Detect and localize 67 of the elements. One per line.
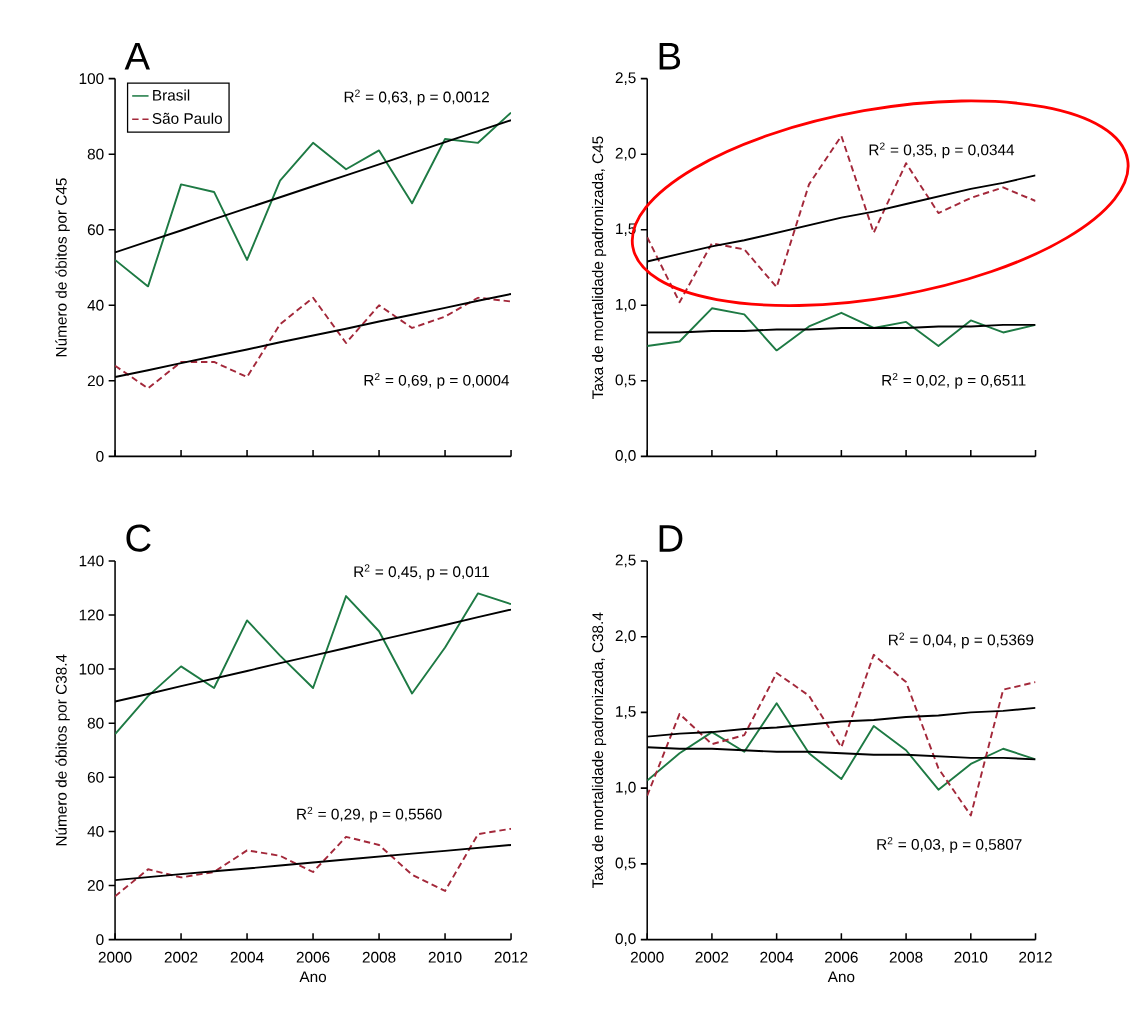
y-axis-title: Número de óbitos por C38.4 [55, 654, 70, 846]
line-series [115, 827, 512, 898]
legend-label: Brasil [153, 89, 190, 101]
y-tick-label: 1,5 [616, 705, 636, 719]
x-tick-label: 2008 [362, 951, 396, 963]
y-tick-label: 100 [79, 663, 104, 675]
y-tick-label: 20 [87, 879, 104, 891]
y-tick-label: 100 [79, 72, 104, 84]
annotation: R$^{2}$ = 0,45, p = 0,011 [354, 564, 489, 580]
chart-title: C [126, 524, 151, 552]
x-tick-label: 2012 [1019, 951, 1052, 963]
y-tick-label: 0 [96, 450, 104, 462]
annotation: R$^{2}$ = 0,03, p = 0,5807 [877, 836, 1022, 853]
y-tick-label: 2,5 [615, 72, 636, 85]
line-series [115, 592, 512, 735]
y-axis-title: Taxa de mortalidade padronizada, C38.4 [591, 612, 607, 888]
x-tick-label: 2006 [296, 951, 330, 963]
annotation: R$^{2}$ = 0,63, p = 0,0012 [344, 89, 489, 106]
legend-label: São Paulo [152, 112, 222, 124]
y-tick-label: 0,5 [615, 857, 636, 870]
chart-title: A [124, 42, 151, 70]
chart-title: B [659, 42, 681, 70]
chart-title: D [659, 525, 683, 552]
y-axis-title: Número de óbitos por C45 [55, 177, 70, 356]
line-series [115, 111, 512, 288]
annotation: R$^{2}$ = 0,04, p = 0,5369 [889, 632, 1034, 649]
y-tick-label: 0,0 [615, 933, 636, 946]
y-tick-label: 2,0 [615, 630, 636, 643]
y-tick-label: 40 [87, 825, 104, 837]
y-tick-label: 1,0 [616, 298, 636, 312]
line-series [647, 307, 1036, 352]
line-series [647, 134, 1036, 303]
y-tick-label: 60 [87, 224, 104, 235]
x-tick-label: 2006 [825, 951, 858, 963]
x-tick-label: 2000 [98, 951, 132, 963]
y-tick-label: 80 [87, 717, 104, 729]
line-series [647, 702, 1036, 791]
y-tick-label: 80 [87, 148, 104, 160]
y-tick-label: 0,5 [615, 374, 636, 387]
x-tick-label: 2010 [428, 951, 462, 963]
x-tick-label: 2002 [695, 951, 729, 963]
y-tick-label: 0,0 [615, 449, 636, 463]
x-tick-label: 2010 [954, 951, 988, 963]
x-tick-label: 2002 [164, 951, 198, 963]
y-axis-title: Taxa de mortalidade padronizada, C45 [591, 136, 607, 399]
y-tick-label: 120 [79, 609, 104, 621]
annotation: R$^{2}$ = 0,29, p = 0,5560 [297, 806, 442, 823]
x-tick-label: 2008 [889, 951, 923, 963]
line-series [647, 653, 1036, 817]
x-tick-label: 2000 [630, 951, 664, 963]
annotation: R$^{2}$ = 0,35, p = 0,0344 [869, 142, 1015, 159]
y-tick-label: 140 [79, 555, 104, 567]
y-tick-label: 1,0 [616, 781, 636, 795]
y-tick-label: 60 [87, 771, 104, 783]
x-axis-title: Ano [299, 971, 327, 982]
annotation: R$^{2}$ = 0,69, p = 0,0004 [364, 372, 510, 389]
y-tick-label: 20 [87, 375, 104, 387]
y-tick-label: 2,5 [615, 554, 636, 567]
y-tick-label: 40 [87, 299, 104, 311]
y-tick-label: 0 [96, 933, 104, 945]
y-tick-label: 2,0 [615, 147, 636, 161]
line-series [115, 296, 512, 390]
x-axis-title: Ano [827, 971, 855, 982]
x-tick-label: 2004 [760, 951, 794, 963]
x-tick-label: 2012 [494, 951, 528, 963]
x-tick-label: 2004 [230, 951, 264, 963]
annotation: R$^{2}$ = 0,02, p = 0,6511 [882, 372, 1026, 389]
